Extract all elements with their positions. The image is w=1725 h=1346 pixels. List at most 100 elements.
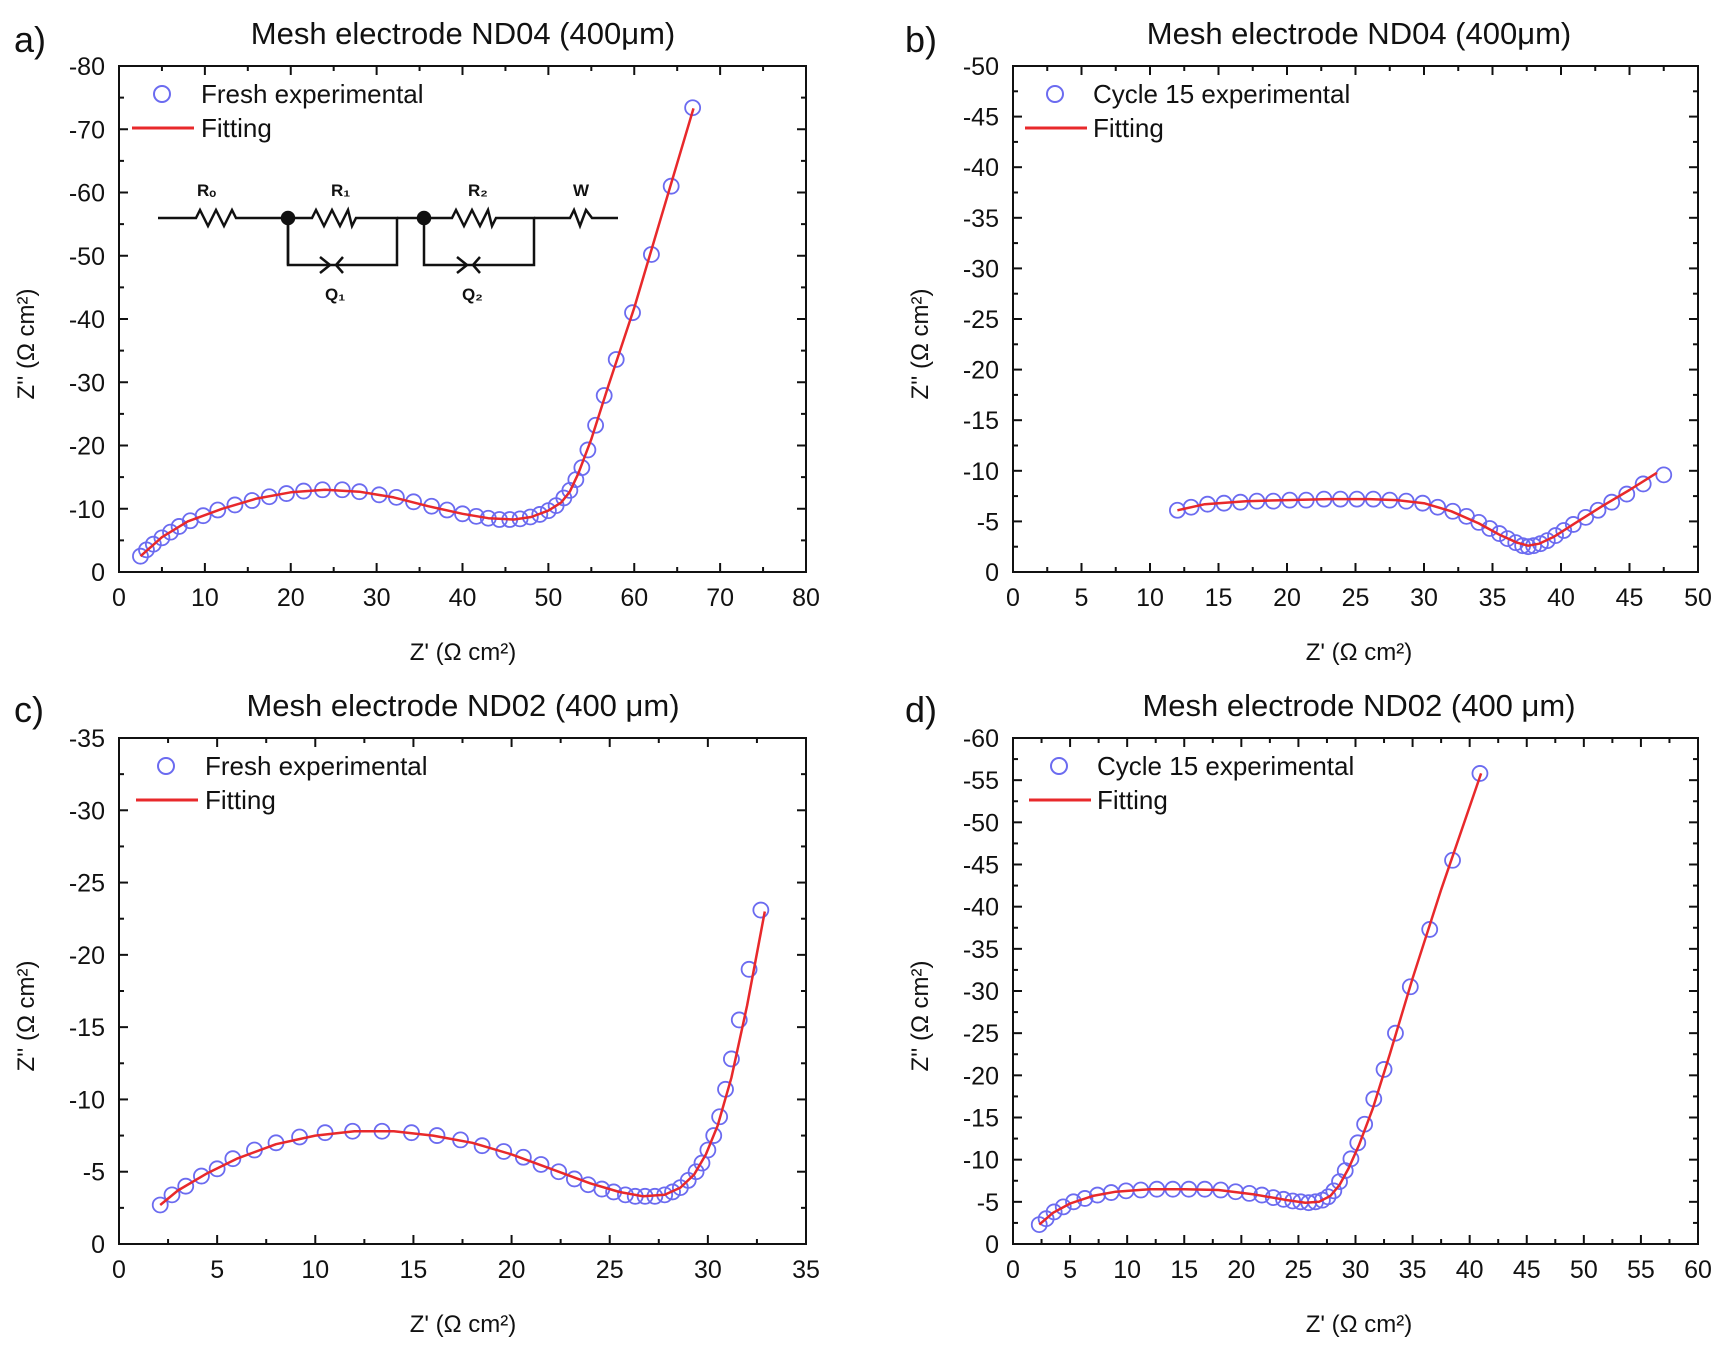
y-tick-label: -25 xyxy=(963,1020,999,1048)
data-point xyxy=(226,496,244,514)
y-tick-label: -10 xyxy=(963,458,999,486)
legend-marker-icon xyxy=(1046,85,1064,103)
legend-label: Fitting xyxy=(201,113,272,143)
plot-area: 0 5 10 15 20 25 30 35 40 45 50 0 -5 -10 -15 -20 -25 -30 -3… xyxy=(963,53,1712,612)
circuit-label-r0: Rₒ xyxy=(197,181,216,200)
legend-marker-icon xyxy=(153,85,171,103)
x-tick-label: 40 xyxy=(1456,1256,1484,1284)
x-tick-label: 5 xyxy=(1075,584,1089,612)
data-point xyxy=(711,1108,729,1126)
data-point xyxy=(163,1186,181,1204)
circuit-label-q2: Q₂ xyxy=(462,285,483,304)
data-point xyxy=(1618,485,1636,503)
x-axis-label: Z' (Ω cm²) xyxy=(410,1311,517,1338)
data-point xyxy=(1076,1190,1094,1207)
legend-label: Fresh experimental xyxy=(201,79,424,109)
y-tick-label: -10 xyxy=(963,1147,999,1175)
y-tick-label: -30 xyxy=(963,255,999,283)
circuit-label-q1: Q₁ xyxy=(325,285,345,304)
panel-label: b) xyxy=(905,19,937,60)
x-tick-label: 50 xyxy=(1684,584,1712,612)
x-tick-label: 5 xyxy=(1063,1256,1077,1284)
x-tick-label: 25 xyxy=(596,1256,624,1284)
data-point xyxy=(607,351,625,368)
y-tick-label: -15 xyxy=(69,1014,105,1042)
data-point xyxy=(662,177,680,195)
y-tick-label: -30 xyxy=(963,978,999,1006)
data-point xyxy=(664,1183,681,1201)
data-point xyxy=(151,1196,169,1214)
data-point xyxy=(705,1127,723,1144)
data-point xyxy=(573,459,591,477)
data-point xyxy=(1564,516,1582,533)
x-tick-label: 20 xyxy=(277,584,305,612)
equivalent-circuit-diagram xyxy=(158,206,618,274)
data-point xyxy=(550,1163,568,1181)
x-axis-label: Z' (Ω cm²) xyxy=(410,639,517,666)
x-tick-label: 10 xyxy=(191,584,219,612)
cpe-q2-icon xyxy=(456,256,481,274)
panel-label: d) xyxy=(905,689,937,730)
data-point xyxy=(243,492,261,509)
x-tick-label: 5 xyxy=(210,1256,224,1284)
x-tick-label: 0 xyxy=(1006,584,1020,612)
data-point xyxy=(144,535,162,553)
y-tick-label: -80 xyxy=(69,53,105,81)
y-tick-label: -15 xyxy=(963,407,999,435)
chart-title: Mesh electrode ND02 (400 μm) xyxy=(1142,688,1575,723)
legend-label: Fitting xyxy=(1097,785,1168,815)
data-point xyxy=(1387,1024,1404,1042)
warburg-w-icon xyxy=(534,206,618,230)
y-tick-label: -20 xyxy=(69,942,105,970)
x-tick-label: 60 xyxy=(1684,1256,1712,1284)
y-tick-label: -60 xyxy=(69,180,105,208)
y-tick-label: 0 xyxy=(91,1231,105,1259)
data-point xyxy=(740,960,758,978)
circuit-label-r2: R₂ xyxy=(468,181,488,200)
y-tick-label: -20 xyxy=(963,1062,999,1090)
y-axis-label: Z'' (Ω cm²) xyxy=(907,288,934,399)
data-point xyxy=(1375,1061,1393,1078)
data-point xyxy=(177,1177,195,1195)
data-point xyxy=(587,416,605,434)
y-tick-label: -5 xyxy=(977,508,999,536)
series-fitting-line xyxy=(1038,772,1483,1226)
data-point xyxy=(1471,765,1489,782)
y-tick-label: -40 xyxy=(963,154,999,182)
series-experimental xyxy=(132,99,702,565)
chart-title: Mesh electrode ND02 (400 μm) xyxy=(246,688,679,723)
x-tick-label: 70 xyxy=(706,584,734,612)
x-tick-label: 30 xyxy=(1342,1256,1370,1284)
data-point xyxy=(595,387,613,404)
x-tick-label: 30 xyxy=(694,1256,722,1284)
x-tick-label: 35 xyxy=(792,1256,820,1284)
data-point xyxy=(162,523,179,541)
data-point xyxy=(153,529,171,547)
data-point xyxy=(132,547,149,565)
panel-c: c) Mesh electrode ND02 (400 μm) Z' (Ω cm… xyxy=(13,688,820,1338)
legend-label: Fresh experimental xyxy=(205,751,428,781)
x-tick-label: 0 xyxy=(1006,1256,1020,1284)
data-point xyxy=(699,1141,717,1159)
series-experimental xyxy=(151,901,770,1214)
y-tick-label: -20 xyxy=(963,357,999,385)
y-axis-label: Z'' (Ω cm²) xyxy=(907,960,934,1071)
panel-b: b) Mesh electrode ND04 (400μm) Z' (Ω cm²… xyxy=(905,16,1712,666)
series-fitting-line xyxy=(159,911,767,1206)
data-point xyxy=(730,1011,748,1029)
node-icon xyxy=(416,210,432,226)
y-tick-label: -10 xyxy=(69,496,105,524)
data-point xyxy=(438,501,456,519)
y-tick-label: -10 xyxy=(69,1086,105,1114)
panel-label: c) xyxy=(14,689,44,730)
x-tick-label: 50 xyxy=(534,584,562,612)
legend: Cycle 15 experimental Fitting xyxy=(1029,751,1354,815)
data-point xyxy=(208,1160,226,1178)
data-point xyxy=(1429,498,1447,516)
node-icon xyxy=(280,210,296,226)
legend: Fresh experimental Fitting xyxy=(132,79,424,143)
y-tick-label: -70 xyxy=(69,116,105,144)
panel-label: a) xyxy=(14,19,46,60)
data-point xyxy=(1342,1150,1360,1168)
